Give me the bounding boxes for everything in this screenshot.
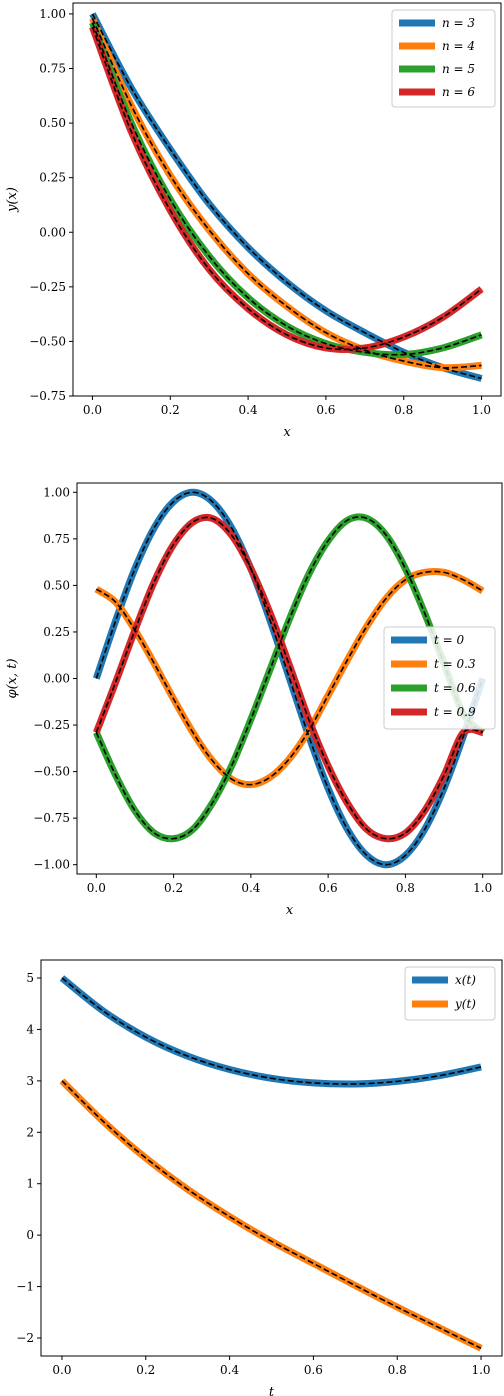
y-tick-label: 1 xyxy=(26,1177,34,1191)
reference-dashed-line-2 xyxy=(95,570,484,786)
legend-label-2: n = 4 xyxy=(442,39,475,53)
y-tick-label: −0.50 xyxy=(29,334,66,348)
series-group xyxy=(59,975,483,1352)
reference-dashed-line-1 xyxy=(91,13,482,380)
x-tick-label: 0.4 xyxy=(220,1363,239,1377)
y-tick-label: 1.00 xyxy=(39,7,66,21)
y-tick-label: −0.75 xyxy=(33,811,70,825)
reference-dashed-line-3 xyxy=(95,516,484,840)
y-tick-label: 0.00 xyxy=(39,225,66,239)
y-axis-label: φ(x, t) xyxy=(5,658,20,698)
y-tick-label: 1.00 xyxy=(43,485,70,499)
y-tick-label: 0.50 xyxy=(43,578,70,592)
series-group xyxy=(93,488,486,869)
y-tick-label: 0.50 xyxy=(39,116,66,130)
legend-label-1: t = 0 xyxy=(434,633,465,647)
y-tick-label: −0.25 xyxy=(29,280,66,294)
reference-dashed-line-4 xyxy=(91,26,483,351)
x-tick-label: 0.0 xyxy=(52,1363,71,1377)
reference-dashed-line-2 xyxy=(61,1080,482,1350)
legend-label-3: n = 5 xyxy=(442,62,475,76)
chart-3: 0.0 0.2 0.4 0.6 0.8 1.0 −2 −1 0 1 2 3 4 5 t x(t) y(t) xyxy=(16,959,503,1396)
x-axis-label: x xyxy=(286,903,294,918)
x-tick-label: 0.8 xyxy=(396,881,415,895)
legend-label-2: t = 0.3 xyxy=(434,657,476,671)
x-tick-label: 0.8 xyxy=(394,403,413,417)
series-group xyxy=(89,12,484,382)
reference-dashed-line-1 xyxy=(95,491,484,866)
x-tick-label: 0.2 xyxy=(164,881,183,895)
y-tick-label: −2 xyxy=(16,1331,34,1345)
y-tick-label: 5 xyxy=(26,971,34,985)
y-tick-label: 0.25 xyxy=(43,625,70,639)
x-tick-label: 0.6 xyxy=(304,1363,323,1377)
y-tick-label: −0.50 xyxy=(33,765,70,779)
y-tick-label: −1.00 xyxy=(33,858,70,872)
x-tick-label: 0.2 xyxy=(161,403,180,417)
legend-box xyxy=(383,626,496,730)
axes-frame xyxy=(72,2,502,397)
x-axis-label: t xyxy=(269,1385,275,1396)
y-tick-label: 4 xyxy=(26,1022,34,1036)
reference-dashed-line-2 xyxy=(91,17,482,369)
y-tick-label: 0.25 xyxy=(39,171,66,185)
chart-2: 0.0 0.2 0.4 0.6 0.8 1.0 −1.00 −0.75 −0.50 −0.25 0.… xyxy=(5,482,503,918)
y-tick-label: 0.00 xyxy=(43,672,70,686)
y-tick-label: −1 xyxy=(16,1280,34,1294)
x-tick-label: 1.0 xyxy=(473,881,492,895)
x-tick-label: 0.6 xyxy=(319,881,338,895)
x-tick-label: 0.0 xyxy=(87,881,106,895)
y-tick-label: −0.25 xyxy=(33,718,70,732)
y-tick-label: 0.75 xyxy=(43,532,70,546)
y-tick-label: 2 xyxy=(26,1125,34,1139)
x-tick-label: 0.2 xyxy=(136,1363,155,1377)
x-tick-label: 1.0 xyxy=(471,1363,490,1377)
y-tick-label: 0 xyxy=(26,1228,34,1242)
series-line-2 xyxy=(59,1078,483,1352)
reference-dashed-line-3 xyxy=(91,22,482,356)
legend-label-4: t = 0.9 xyxy=(434,705,476,719)
legend-box xyxy=(391,9,496,108)
y-axis-label: y(x) xyxy=(5,187,20,213)
x-tick-label: 0.0 xyxy=(83,403,102,417)
legend-label-2: y(t) xyxy=(454,997,476,1011)
legend-label-3: t = 0.6 xyxy=(434,681,476,695)
x-tick-label: 0.6 xyxy=(316,403,335,417)
legend-box xyxy=(404,966,496,1021)
y-tick-label: 3 xyxy=(26,1074,34,1088)
legend-label-1: x(t) xyxy=(455,973,476,987)
axes-frame xyxy=(40,959,503,1357)
x-tick-label: 0.4 xyxy=(241,881,260,895)
legend-label-4: n = 6 xyxy=(442,85,475,99)
x-axis-label: x xyxy=(283,425,291,440)
y-tick-label: −0.75 xyxy=(29,389,66,403)
legend-label-1: n = 3 xyxy=(442,16,475,30)
reference-dashed-line-4 xyxy=(95,516,483,840)
x-tick-label: 0.4 xyxy=(239,403,258,417)
x-tick-label: 0.8 xyxy=(388,1363,407,1377)
legend: x(t) y(t) xyxy=(404,966,496,1021)
legend: t = 0 t = 0.3 t = 0.6 t = 0.9 xyxy=(383,626,496,730)
chart-1: 0.0 0.2 0.4 0.6 0.8 1.0 −0.75 −0.50 −0.25 0.00 0.2… xyxy=(5,2,502,440)
x-tick-label: 1.0 xyxy=(472,403,491,417)
y-tick-label: 0.75 xyxy=(39,62,66,76)
reference-dashed-line-1 xyxy=(61,977,482,1085)
legend: n = 3 n = 4 n = 5 n = 6 xyxy=(391,9,496,108)
